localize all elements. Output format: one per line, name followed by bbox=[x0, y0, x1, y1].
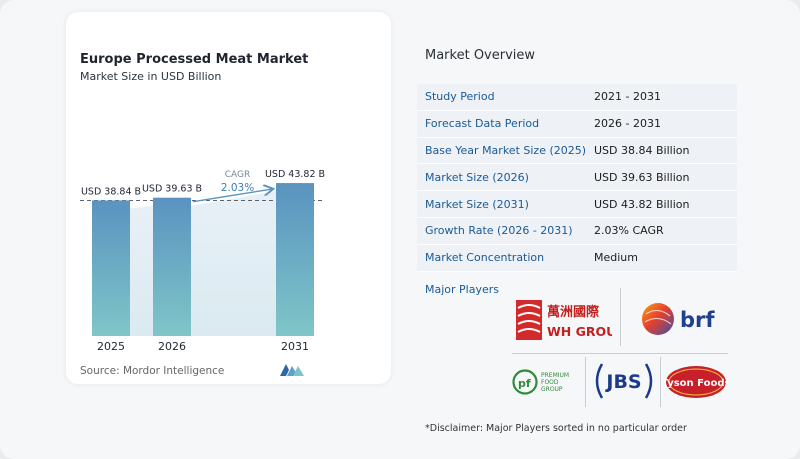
tick-label: 2026 bbox=[158, 340, 186, 353]
overview-row: Study Period 2021 - 2031 bbox=[417, 84, 737, 111]
overview-table: Study Period 2021 - 2031 Forecast Data P… bbox=[417, 84, 737, 272]
jbs-text: JBS bbox=[604, 371, 641, 393]
tick-label: 2031 bbox=[281, 340, 309, 353]
overview-key: Market Size (2026) bbox=[425, 170, 529, 184]
tick-label: 2025 bbox=[97, 340, 125, 353]
chart-title: Europe Processed Meat Market bbox=[80, 52, 309, 67]
overview-key: Market Concentration bbox=[425, 251, 545, 265]
overview-key: Market Size (2031) bbox=[425, 197, 529, 211]
connector-band bbox=[191, 191, 276, 336]
wh-group-logo: 萬洲國際 WH GROUP bbox=[516, 300, 612, 340]
overview-row: Base Year Market Size (2025) USD 38.84 B… bbox=[417, 137, 737, 165]
group-line: GROUP bbox=[541, 386, 563, 393]
brf-text: brf bbox=[680, 308, 715, 332]
disclaimer: *Disclaimer: Major Players sorted in no … bbox=[425, 423, 687, 434]
premium-food-group-logo: pf PREMIUM FOOD GROUP bbox=[512, 369, 569, 395]
overview-value: USD 39.63 Billion bbox=[594, 170, 690, 184]
overview-row: Growth Rate (2026 - 2031) 2.03% CAGR bbox=[417, 217, 737, 245]
food-line: FOOD bbox=[541, 379, 559, 386]
jbs-logo: JBS bbox=[595, 363, 653, 399]
logo-divider bbox=[620, 288, 621, 346]
logo-divider bbox=[660, 357, 661, 407]
chart-card: Europe Processed Meat Market Market Size… bbox=[66, 12, 391, 384]
wh-group-text: WH GROUP bbox=[547, 324, 612, 339]
connector-band bbox=[130, 205, 153, 336]
tyson-foods-logo: Tyson Foods bbox=[664, 366, 728, 398]
mordor-logo-icon bbox=[280, 364, 304, 376]
overview-row: Forecast Data Period 2026 - 2031 bbox=[417, 110, 737, 138]
overview-value: Medium bbox=[594, 251, 638, 265]
overview-value: 2026 - 2031 bbox=[594, 117, 661, 131]
bar-chart: USD 38.84 B USD 39.63 B USD 43.82 B 2025 202… bbox=[80, 169, 325, 353]
overview-title: Market Overview bbox=[425, 48, 536, 63]
overview-value: USD 38.84 Billion bbox=[594, 143, 690, 157]
wh-group-chinese: 萬洲國際 bbox=[547, 304, 600, 320]
overview-key: Forecast Data Period bbox=[425, 117, 540, 131]
overview-value: USD 43.82 Billion bbox=[594, 197, 690, 211]
chart-subtitle: Market Size in USD Billion bbox=[80, 70, 222, 83]
svg-text:pf: pf bbox=[518, 377, 531, 390]
value-label: USD 38.84 B bbox=[81, 186, 141, 197]
overview-row: Market Concentration Medium bbox=[417, 244, 737, 272]
overview-value: 2.03% CAGR bbox=[594, 224, 664, 238]
bar-2031 bbox=[276, 183, 314, 336]
brf-logo: brf bbox=[642, 303, 715, 335]
bar-2026 bbox=[153, 197, 191, 336]
overview-key: Base Year Market Size (2025) bbox=[425, 143, 587, 157]
value-label: USD 39.63 B bbox=[142, 184, 202, 195]
overview-key: Study Period bbox=[425, 90, 495, 104]
logo-divider bbox=[585, 357, 586, 407]
premium-line: PREMIUM bbox=[541, 372, 569, 379]
overview-row: Market Size (2031) USD 43.82 Billion bbox=[417, 191, 737, 218]
cagr-arrow bbox=[192, 189, 272, 203]
logo-divider bbox=[512, 353, 728, 354]
bar-2025 bbox=[92, 200, 130, 336]
cagr-value: 2.03% bbox=[221, 182, 254, 194]
major-players-label: Major Players bbox=[425, 283, 499, 296]
source-text: Source: Mordor Intelligence bbox=[80, 365, 225, 377]
overview-row: Market Size (2026) USD 39.63 Billion bbox=[417, 164, 737, 192]
cagr-label: CAGR bbox=[225, 170, 251, 180]
value-label: USD 43.82 B bbox=[265, 169, 325, 180]
overview-value: 2021 - 2031 bbox=[594, 90, 661, 104]
tyson-text: Tyson Foods bbox=[664, 378, 728, 389]
overview-key: Growth Rate (2026 - 2031) bbox=[425, 224, 573, 238]
